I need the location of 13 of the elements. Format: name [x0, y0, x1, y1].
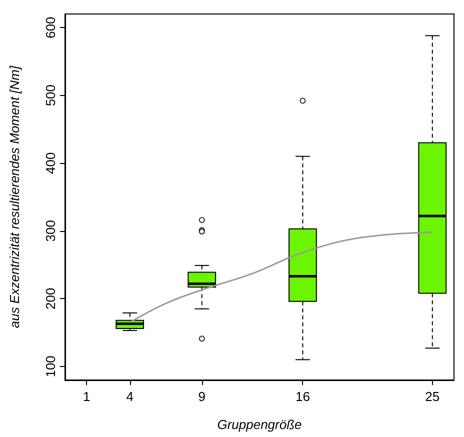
x-tick-label: 4: [126, 389, 134, 404]
x-tick-label: 16: [295, 389, 310, 404]
x-tick-label: 9: [198, 389, 206, 404]
y-tick-label: 400: [43, 152, 58, 174]
y-tick-label: 600: [43, 16, 58, 38]
y-tick-label: 300: [43, 220, 58, 242]
y-tick-label: 100: [43, 356, 58, 378]
x-tick-label: 1: [82, 389, 90, 404]
x-tick-label: 25: [425, 389, 440, 404]
y-tick-label: 500: [43, 84, 58, 106]
y-tick-label: 200: [43, 288, 58, 310]
x-axis-title: Gruppengröße: [217, 417, 302, 432]
y-axis-title: aus Exzentrizität resultierendes Moment [Nm]: [7, 65, 22, 328]
